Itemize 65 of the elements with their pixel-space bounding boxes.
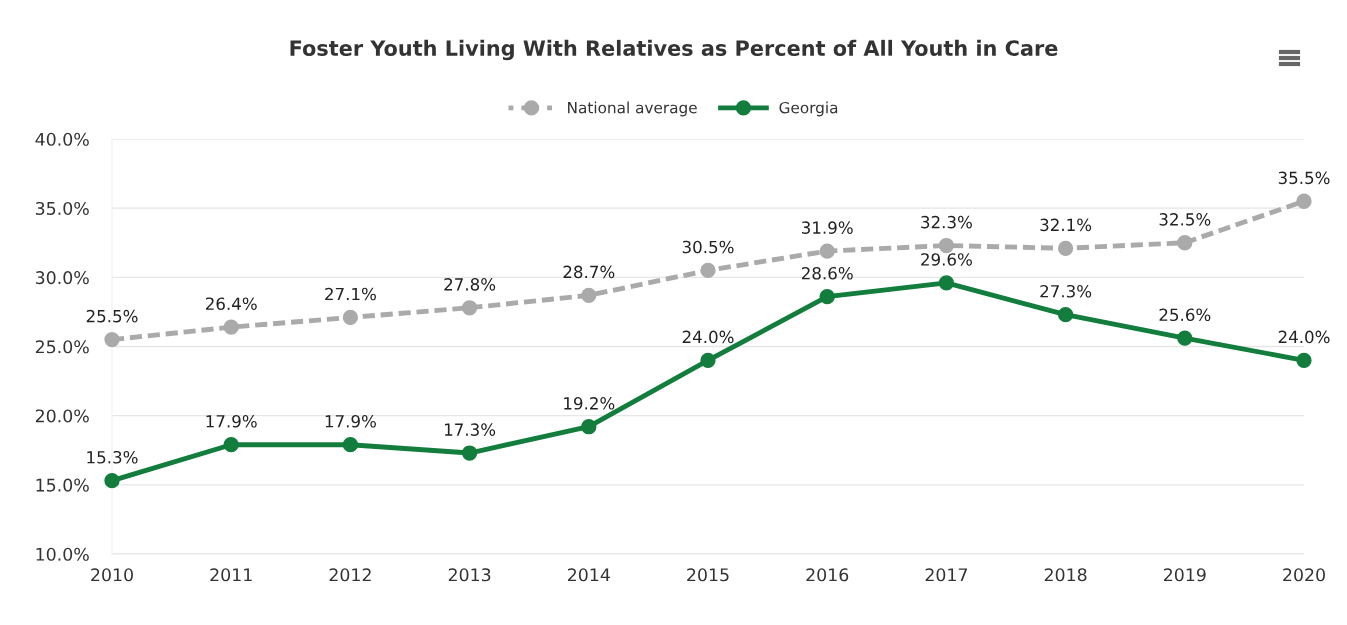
- y-tick-label: 15.0%: [36, 478, 89, 492]
- x-tick-label: 2019: [1163, 568, 1206, 582]
- data-label: 25.5%: [86, 309, 138, 323]
- point: [819, 289, 835, 305]
- point: [819, 243, 835, 259]
- data-label: 24.0%: [1278, 330, 1330, 344]
- y-tick-label: 40.0%: [35, 132, 89, 146]
- legend-label: National average: [568, 101, 697, 117]
- y-tick-label: 25.0%: [35, 340, 89, 354]
- x-tick-label: 2013: [448, 568, 491, 582]
- data-label: 32.3%: [921, 215, 972, 229]
- point: [1177, 235, 1193, 251]
- point: [223, 319, 239, 335]
- point: [1177, 330, 1193, 346]
- x-tick-label: 2018: [1044, 568, 1087, 582]
- data-label: 32.5%: [1159, 213, 1211, 226]
- y-tick-label: 30.0%: [35, 271, 89, 285]
- legend-label: Georgia: [779, 101, 838, 117]
- data-label: 27.1%: [325, 287, 376, 301]
- point: [1057, 307, 1074, 323]
- point: [461, 445, 478, 461]
- data-label: 25.6%: [1159, 308, 1211, 322]
- y-tick-label: 20.0%: [35, 409, 89, 423]
- x-tick-label: 2015: [687, 568, 729, 582]
- point: [938, 275, 955, 291]
- point: [581, 419, 597, 435]
- point: [700, 352, 716, 368]
- point: [461, 300, 478, 316]
- point: [342, 309, 359, 326]
- point: [700, 262, 716, 279]
- x-tick-label: 2017: [925, 568, 968, 582]
- data-label: 28.7%: [563, 265, 615, 279]
- point: [1296, 193, 1312, 209]
- data-label: 29.6%: [921, 253, 972, 266]
- point: [342, 437, 359, 453]
- x-tick-label: 2012: [329, 568, 371, 582]
- data-label: 15.3%: [87, 450, 138, 464]
- x-tick-label: 2014: [567, 568, 610, 582]
- y-tick-label: 10.0%: [36, 547, 89, 561]
- data-label: 27.8%: [444, 278, 496, 291]
- data-label: 17.9%: [325, 414, 376, 428]
- data-label: 26.4%: [205, 297, 257, 311]
- x-tick-label: 2016: [806, 568, 849, 582]
- point: [1057, 240, 1074, 256]
- data-label: 24.0%: [682, 330, 734, 344]
- x-tick-label: 2020: [1283, 568, 1325, 582]
- x-tick-label: 2010: [91, 568, 133, 582]
- point: [223, 437, 239, 453]
- chart-title: Foster Youth Living With Relatives as Percent of All Youth in Care: [290, 39, 1058, 61]
- data-label: 35.5%: [1278, 171, 1330, 185]
- x-tick-label: 2011: [210, 568, 252, 582]
- data-label: 17.3%: [444, 423, 496, 436]
- data-label: 30.5%: [682, 240, 734, 254]
- point: [104, 473, 120, 489]
- data-label: 28.6%: [801, 266, 853, 280]
- data-label: 17.9%: [206, 414, 257, 428]
- data-label: 19.2%: [564, 397, 615, 410]
- y-tick-label: 35.0%: [35, 201, 89, 216]
- point: [938, 237, 955, 254]
- point: [581, 287, 597, 303]
- data-label: 31.9%: [802, 221, 853, 234]
- point: [104, 331, 120, 348]
- data-label: 32.1%: [1040, 218, 1092, 232]
- point: [1296, 352, 1312, 368]
- data-label: 27.3%: [1040, 284, 1092, 298]
